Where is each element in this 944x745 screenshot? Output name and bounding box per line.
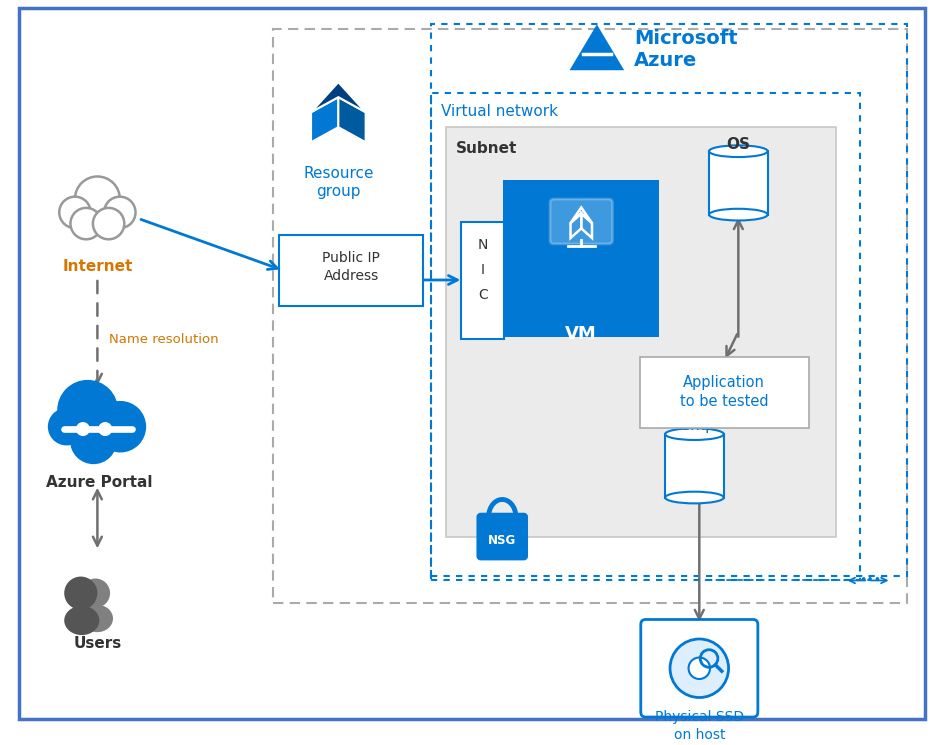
Circle shape bbox=[48, 408, 85, 446]
Circle shape bbox=[70, 417, 117, 464]
Ellipse shape bbox=[666, 492, 724, 504]
Circle shape bbox=[64, 577, 97, 609]
Text: Subnet: Subnet bbox=[455, 142, 516, 156]
Circle shape bbox=[81, 579, 110, 608]
Polygon shape bbox=[311, 97, 338, 142]
Circle shape bbox=[94, 401, 146, 452]
Circle shape bbox=[71, 208, 102, 239]
Ellipse shape bbox=[666, 428, 724, 440]
FancyBboxPatch shape bbox=[550, 199, 613, 244]
Text: Users: Users bbox=[74, 636, 122, 651]
FancyBboxPatch shape bbox=[278, 235, 423, 306]
Ellipse shape bbox=[82, 605, 113, 633]
FancyBboxPatch shape bbox=[446, 127, 835, 536]
Circle shape bbox=[76, 422, 90, 436]
Bar bbox=[709, 151, 767, 215]
Text: N
I
C: N I C bbox=[478, 238, 488, 302]
Text: Resource
group: Resource group bbox=[303, 166, 374, 200]
FancyBboxPatch shape bbox=[641, 620, 758, 717]
Text: Name resolution: Name resolution bbox=[110, 333, 219, 346]
Text: VM: VM bbox=[565, 325, 598, 343]
Text: OS: OS bbox=[726, 136, 750, 151]
Text: NSG: NSG bbox=[488, 534, 516, 547]
Text: Public IP
Address: Public IP Address bbox=[322, 251, 380, 283]
Polygon shape bbox=[311, 82, 365, 112]
Text: Physical SSD
on host: Physical SSD on host bbox=[655, 710, 744, 741]
Text: Microsoft
Azure: Microsoft Azure bbox=[634, 29, 737, 70]
Circle shape bbox=[98, 422, 112, 436]
Text: Virtual network: Virtual network bbox=[441, 104, 558, 119]
Circle shape bbox=[58, 380, 118, 441]
Text: •••: ••• bbox=[859, 574, 881, 587]
Circle shape bbox=[59, 197, 91, 228]
FancyBboxPatch shape bbox=[478, 514, 527, 559]
Polygon shape bbox=[338, 97, 365, 142]
Circle shape bbox=[670, 639, 729, 697]
Text: Temp: Temp bbox=[674, 417, 715, 433]
FancyBboxPatch shape bbox=[19, 7, 925, 719]
Ellipse shape bbox=[709, 209, 767, 221]
Circle shape bbox=[104, 197, 136, 228]
Text: Azure Portal: Azure Portal bbox=[46, 475, 153, 490]
Text: Application
to be tested: Application to be tested bbox=[680, 375, 768, 410]
Circle shape bbox=[93, 208, 125, 239]
Bar bbox=[666, 434, 724, 498]
FancyBboxPatch shape bbox=[640, 357, 809, 428]
Ellipse shape bbox=[709, 145, 767, 157]
Text: Internet: Internet bbox=[62, 259, 132, 273]
Circle shape bbox=[75, 177, 120, 221]
Polygon shape bbox=[569, 25, 624, 70]
Ellipse shape bbox=[64, 606, 99, 635]
FancyBboxPatch shape bbox=[462, 223, 504, 338]
Circle shape bbox=[688, 658, 710, 679]
FancyBboxPatch shape bbox=[503, 180, 659, 337]
